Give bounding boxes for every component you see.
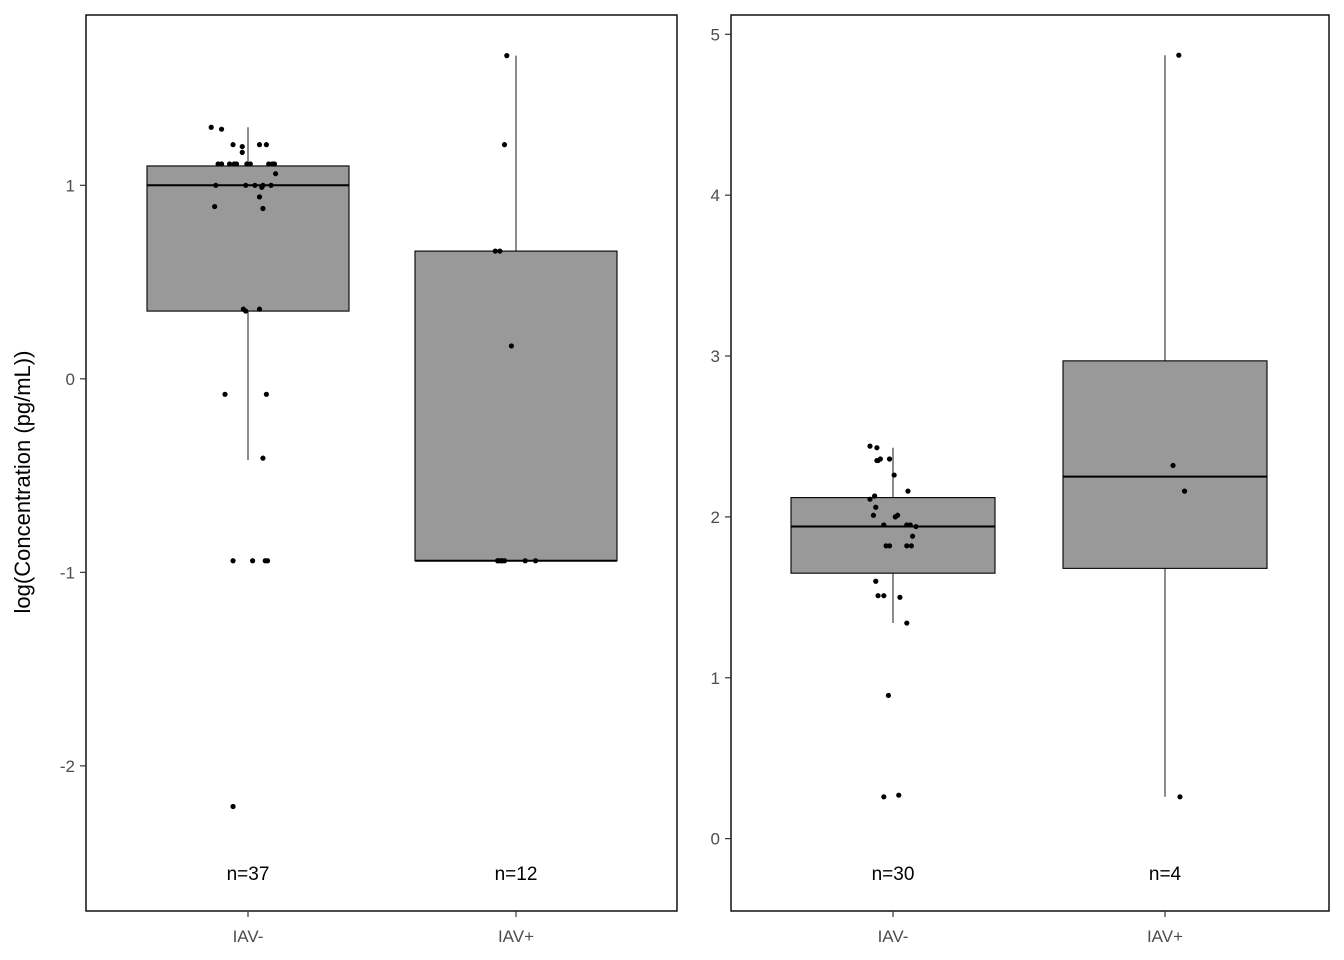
x-tick-label: IAV+ (498, 927, 534, 946)
data-point (260, 182, 266, 188)
y-tick-label: -1 (60, 563, 75, 582)
data-point (896, 792, 902, 798)
data-point (263, 142, 269, 148)
data-point (218, 126, 225, 132)
y-tick-label: 4 (711, 186, 720, 205)
box-body (414, 250, 618, 562)
box-body (790, 497, 996, 574)
data-point (867, 443, 873, 449)
data-point (218, 161, 225, 167)
data-point (522, 558, 528, 564)
data-point (230, 142, 236, 148)
data-point (268, 182, 274, 188)
data-point (243, 308, 249, 314)
x-tick-label: IAV- (233, 927, 264, 946)
data-point (885, 692, 892, 699)
data-point (222, 391, 228, 397)
data-point (881, 522, 887, 528)
data-point (504, 53, 510, 59)
data-point (886, 456, 893, 462)
y-tick-label: 1 (711, 669, 720, 688)
data-point (212, 203, 218, 210)
data-point (260, 455, 266, 461)
data-point (239, 143, 245, 150)
data-point (873, 578, 879, 584)
data-point (886, 543, 893, 549)
data-point (913, 523, 919, 530)
data-point (263, 391, 269, 397)
data-point (872, 493, 878, 499)
data-point (875, 593, 881, 599)
y-tick-label: 0 (66, 370, 75, 389)
y-tick-label: 1 (66, 176, 75, 195)
y-tick-label: 3 (711, 347, 720, 366)
n-count-label: n=37 (227, 864, 270, 885)
data-point (909, 533, 916, 539)
data-point (1170, 462, 1176, 469)
data-point (907, 522, 913, 528)
data-point (233, 161, 240, 167)
data-point (260, 205, 266, 212)
right-panel: 0 1 2 3 4 5 IAV- IAV+ n=30 n=4 (711, 14, 1330, 946)
n-count-label: n=4 (1149, 864, 1182, 885)
data-point (239, 149, 245, 155)
data-point (247, 161, 253, 167)
data-point (873, 504, 879, 510)
data-point (1177, 794, 1183, 800)
panel-frame (85, 14, 678, 912)
data-point (497, 248, 503, 254)
data-point (870, 512, 877, 518)
data-point (264, 558, 271, 564)
data-point (1181, 488, 1188, 494)
data-point (271, 161, 278, 167)
data-point (243, 182, 249, 188)
data-point (905, 488, 911, 494)
data-point (256, 142, 263, 148)
data-point (273, 171, 279, 177)
left-panel: -2 -1 0 1 IAV- IAV+ n=37 n=12 (60, 14, 678, 946)
data-point (230, 803, 236, 810)
data-point (256, 306, 263, 312)
y-tick-label: 2 (711, 508, 720, 527)
data-point (532, 558, 539, 564)
data-point (867, 496, 873, 502)
data-point (492, 248, 498, 254)
data-point (230, 558, 236, 564)
data-point (227, 161, 233, 167)
y-tick-label: 0 (711, 830, 720, 849)
y-tick-label: -2 (60, 757, 75, 776)
n-count-label: n=30 (872, 864, 915, 885)
data-point (891, 472, 897, 478)
data-point (904, 620, 910, 626)
n-count-label: n=12 (495, 864, 538, 885)
data-point (1176, 52, 1182, 58)
data-point (256, 194, 263, 200)
data-point (881, 593, 887, 599)
x-tick-label: IAV+ (1147, 927, 1183, 946)
y-tick-label: 5 (711, 25, 720, 44)
data-point (208, 124, 214, 130)
x-tick-label: IAV- (878, 927, 909, 946)
y-axis-title: log(Concentration (pg/mL)) (10, 351, 35, 614)
data-point (250, 558, 256, 564)
data-point (908, 543, 915, 549)
box-body (146, 165, 350, 312)
data-point (904, 543, 910, 549)
data-point (897, 594, 903, 600)
data-point (252, 182, 258, 188)
data-point (877, 456, 883, 462)
data-point (213, 182, 219, 188)
data-point (508, 343, 514, 349)
box-body (1062, 360, 1268, 569)
data-point (874, 445, 880, 451)
data-point (501, 558, 508, 564)
data-point (501, 142, 508, 148)
data-point (881, 794, 887, 800)
panel-frame (730, 14, 1330, 912)
data-point (895, 512, 901, 518)
